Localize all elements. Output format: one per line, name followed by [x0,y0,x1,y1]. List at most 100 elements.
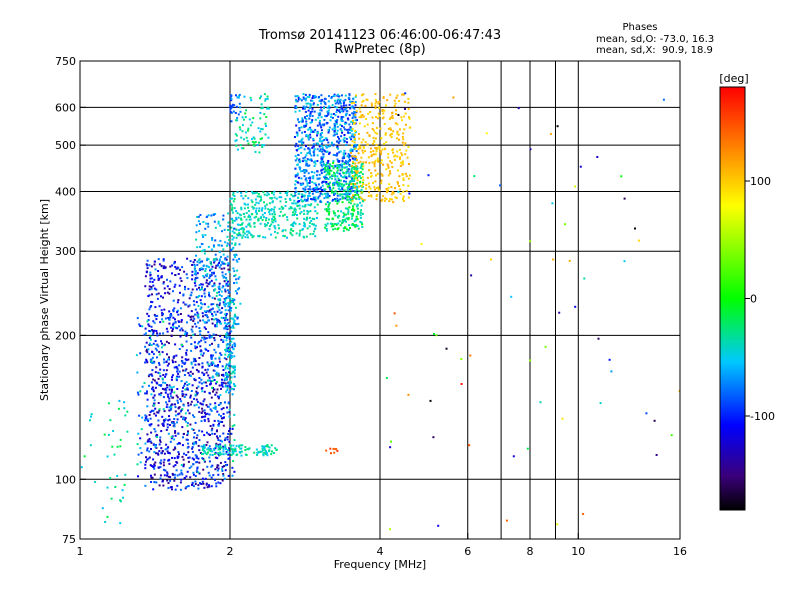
data-point [208,364,211,367]
data-point [192,428,195,431]
data-point [408,163,410,166]
data-point [176,399,179,402]
data-point [183,333,186,336]
data-point [375,148,378,151]
data-point [343,166,346,169]
data-point [316,160,319,162]
data-point [90,413,93,416]
data-point [190,315,193,318]
data-point [209,311,212,314]
data-point [153,329,156,332]
data-point [324,114,327,117]
data-point [207,349,210,352]
data-point [226,328,229,331]
data-point [272,200,274,203]
data-point [211,265,214,268]
data-point [182,386,184,389]
data-point [473,175,476,178]
data-point [176,418,179,421]
data-point [211,271,213,274]
data-point [308,191,311,194]
data-point [204,413,207,416]
data-point [148,414,151,416]
data-point [251,138,253,140]
data-point [211,237,214,239]
data-point [380,182,383,185]
data-point [347,217,350,220]
data-point [273,218,276,221]
data-point [213,310,216,313]
data-point [377,188,380,190]
data-point [147,319,150,321]
data-point [207,331,210,334]
data-point [243,207,246,210]
chart-subtitle: RwPretec (8p) [334,42,426,57]
data-point [338,151,341,154]
data-point [326,114,328,117]
data-point [314,200,317,203]
data-point [215,482,218,485]
data-point [279,192,282,195]
data-point [212,474,215,477]
data-point [152,443,155,446]
data-point [171,323,174,326]
data-point [343,134,346,136]
data-point [313,130,316,133]
data-point [172,310,175,313]
data-point [334,175,337,178]
data-point [210,263,213,266]
data-point [136,443,139,446]
data-point [394,122,397,125]
data-point [512,455,515,458]
data-point [211,432,214,435]
data-point [349,107,352,110]
data-point [343,213,346,216]
data-point [166,426,169,429]
data-point [167,395,170,398]
data-point [208,456,211,459]
data-point [200,250,203,253]
data-point [309,103,312,106]
data-point [236,212,239,215]
data-point [203,338,206,341]
data-point [243,232,246,235]
data-point [228,382,231,385]
data-point [351,223,354,226]
data-point [319,112,322,115]
data-point [197,406,200,409]
data-point [351,133,354,136]
data-point [210,318,213,321]
data-point [192,463,195,466]
data-point [181,473,184,476]
data-point [311,97,314,99]
data-point [145,341,148,344]
data-point [147,315,150,318]
data-point [332,162,335,165]
data-point [389,127,392,130]
data-point [393,99,396,102]
data-point [232,337,235,340]
data-point [342,99,345,102]
data-point [351,102,353,105]
data-point [231,235,234,238]
data-point [217,397,220,400]
data-point [230,365,233,368]
data-point [201,480,204,483]
data-point [247,223,250,226]
data-point [216,437,219,440]
data-point [294,222,297,225]
data-point [203,292,206,295]
data-point [208,391,211,394]
data-point [372,136,375,139]
data-point [147,348,150,351]
data-point [196,246,199,249]
data-point [203,289,206,292]
data-point [544,345,547,348]
data-point [323,138,326,141]
data-point [220,311,223,314]
data-point [172,473,174,476]
data-point [208,293,210,296]
data-point [333,122,336,125]
data-point [166,479,169,482]
data-point [187,442,190,445]
